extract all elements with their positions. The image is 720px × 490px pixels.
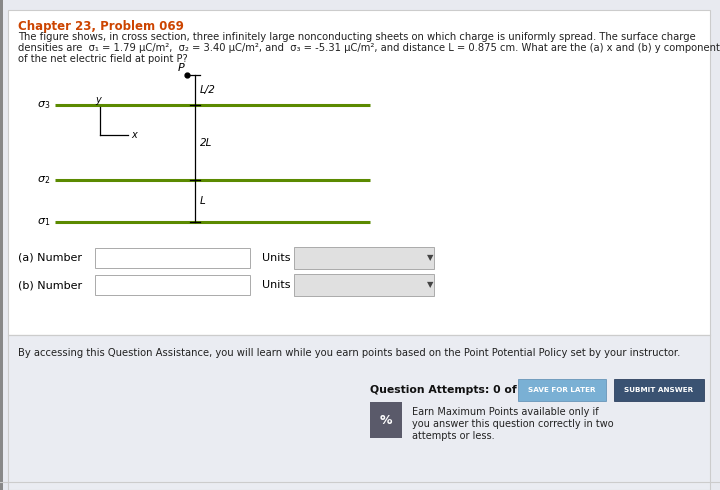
Bar [8, 335, 710, 490]
Text: Units: Units [262, 280, 290, 290]
Text: SAVE FOR LATER: SAVE FOR LATER [528, 387, 595, 393]
Text: 2L: 2L [200, 138, 212, 147]
Text: $\sigma_3$: $\sigma_3$ [37, 99, 50, 111]
Text: Units: Units [262, 253, 290, 263]
Text: you answer this question correctly in two: you answer this question correctly in tw… [412, 419, 613, 429]
Bar [95, 275, 250, 295]
Bar [0, 0, 3, 490]
Text: $\sigma_2$: $\sigma_2$ [37, 174, 50, 186]
Text: By accessing this Question Assistance, you will learn while you earn points base: By accessing this Question Assistance, y… [18, 348, 680, 358]
Text: ▼: ▼ [427, 280, 433, 290]
Text: x: x [131, 130, 137, 140]
Bar [294, 247, 434, 269]
Text: (b) Number: (b) Number [18, 280, 82, 290]
Text: Earn Maximum Points available only if: Earn Maximum Points available only if [412, 407, 598, 417]
Text: SUBMIT ANSWER: SUBMIT ANSWER [624, 387, 693, 393]
Text: $\sigma_1$: $\sigma_1$ [37, 216, 50, 228]
Text: (a) Number: (a) Number [18, 253, 82, 263]
Bar [370, 402, 402, 438]
Bar [518, 379, 606, 401]
Text: y: y [95, 95, 101, 105]
Text: densities are  σ₁ = 1.79 μC/m²,  σ₂ = 3.40 μC/m², and  σ₃ = -5.31 μC/m², and dis: densities are σ₁ = 1.79 μC/m², σ₂ = 3.40… [18, 43, 720, 53]
Text: Question Attempts: 0 of 3 used: Question Attempts: 0 of 3 used [370, 385, 561, 395]
Text: The figure shows, in cross section, three infinitely large nonconducting sheets : The figure shows, in cross section, thre… [18, 32, 696, 42]
Bar [614, 379, 704, 401]
Bar [294, 274, 434, 296]
Text: %: % [379, 414, 392, 426]
Text: L: L [200, 196, 206, 206]
Text: attempts or less.: attempts or less. [412, 431, 495, 441]
Text: of the net electric field at point P?: of the net electric field at point P? [18, 54, 188, 64]
Bar [95, 248, 250, 268]
Bar [8, 10, 710, 335]
Text: P: P [177, 63, 184, 73]
Text: Chapter 23, Problem 069: Chapter 23, Problem 069 [18, 20, 184, 33]
Text: ▼: ▼ [427, 253, 433, 263]
Text: L/2: L/2 [200, 85, 216, 95]
